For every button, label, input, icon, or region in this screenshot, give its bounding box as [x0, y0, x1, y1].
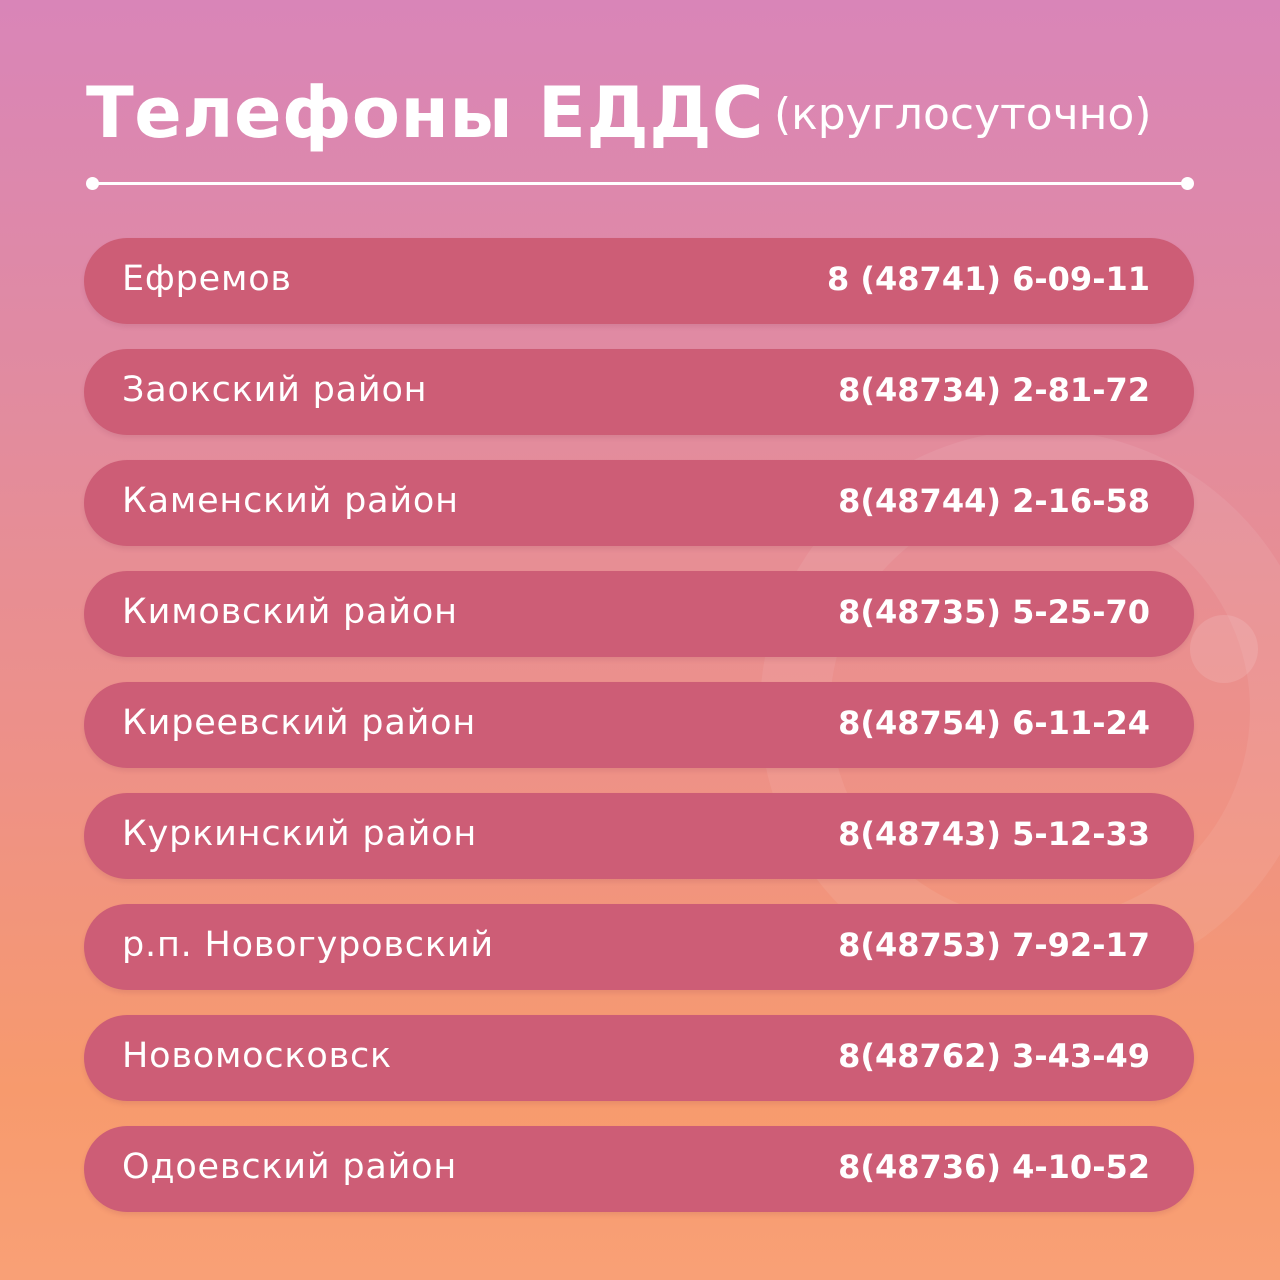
contact-phone: 8(48734) 2-81-72	[838, 371, 1150, 409]
contact-list: Ефремов 8 (48741) 6-09-11 Заокский район…	[84, 238, 1194, 1237]
contact-name: Новомосковск	[122, 1036, 392, 1076]
divider-dot-left	[86, 177, 99, 190]
contact-row-odoevsky: Одоевский район 8(48736) 4-10-52	[84, 1126, 1194, 1212]
contact-name: Куркинский район	[122, 814, 478, 854]
contact-row-zaoksky: Заокский район 8(48734) 2-81-72	[84, 349, 1194, 435]
contact-phone: 8(48744) 2-16-58	[838, 482, 1150, 520]
page-subtitle: (круглосуточно)	[774, 89, 1152, 140]
contact-name: Каменский район	[122, 481, 459, 521]
header-divider	[86, 177, 1194, 190]
contact-phone: 8(48743) 5-12-33	[838, 815, 1150, 853]
contact-phone: 8(48736) 4-10-52	[838, 1148, 1150, 1186]
contact-name: Заокский район	[122, 370, 428, 410]
contact-name: Кимовский район	[122, 592, 458, 632]
divider-dot-right	[1181, 177, 1194, 190]
contact-phone: 8(48735) 5-25-70	[838, 593, 1150, 631]
contact-phone: 8(48762) 3-43-49	[838, 1037, 1150, 1075]
contact-phone: 8 (48741) 6-09-11	[826, 260, 1150, 298]
contact-row-kimovsky: Кимовский район 8(48735) 5-25-70	[84, 571, 1194, 657]
header: Телефоны ЕДДС (круглосуточно)	[86, 70, 1196, 160]
contact-name: Ефремов	[122, 259, 292, 299]
contact-row-kamensky: Каменский район 8(48744) 2-16-58	[84, 460, 1194, 546]
contact-row-novogurovsky: р.п. Новогуровский 8(48753) 7-92-17	[84, 904, 1194, 990]
contact-row-novomoskovsk: Новомосковск 8(48762) 3-43-49	[84, 1015, 1194, 1101]
contact-row-efremov: Ефремов 8 (48741) 6-09-11	[84, 238, 1194, 324]
contact-phone: 8(48753) 7-92-17	[838, 926, 1150, 964]
contact-row-kurkinsky: Куркинский район 8(48743) 5-12-33	[84, 793, 1194, 879]
page-title: Телефоны ЕДДС	[86, 72, 764, 154]
decorative-dot	[1190, 615, 1258, 683]
contact-name: Одоевский район	[122, 1147, 458, 1187]
contact-name: р.п. Новогуровский	[122, 925, 494, 965]
contact-name: Киреевский район	[122, 703, 477, 743]
contact-phone: 8(48754) 6-11-24	[838, 704, 1150, 742]
contact-row-kireevsky: Киреевский район 8(48754) 6-11-24	[84, 682, 1194, 768]
